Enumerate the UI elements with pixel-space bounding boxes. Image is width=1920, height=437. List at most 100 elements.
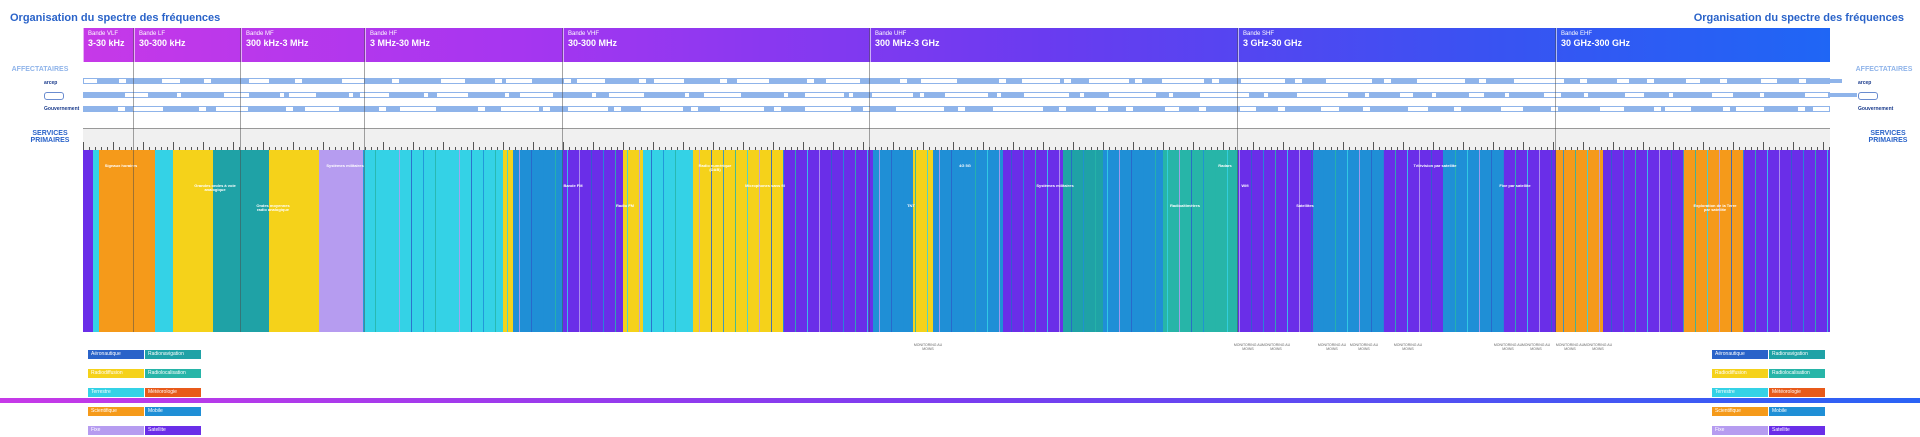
band-divider xyxy=(1555,28,1556,332)
allocation-fill xyxy=(1204,79,1212,83)
legend-item: Radionavigation xyxy=(145,350,201,359)
legend-item: Radiodiffusion xyxy=(1712,369,1768,378)
spectrum-stripe xyxy=(819,150,820,332)
spectrum-stripe xyxy=(507,150,508,332)
ruler-tick xyxy=(143,142,144,151)
ruler-tick xyxy=(1265,147,1266,151)
ruler-tick xyxy=(1823,142,1824,151)
legend-item: Satellite xyxy=(1769,426,1825,435)
ruler-tick xyxy=(671,147,672,151)
ruler-tick xyxy=(1151,147,1152,151)
frequency-ruler xyxy=(83,128,1830,151)
ruler-tick xyxy=(503,142,504,151)
allocation-fill xyxy=(957,79,999,83)
spectrum-stripe xyxy=(375,150,376,332)
ruler-tick xyxy=(155,147,156,151)
monitoring-mark: MONITORING AU MOINS xyxy=(1393,343,1423,351)
legend-item: Scientifique xyxy=(1712,407,1768,416)
ruler-tick xyxy=(389,147,390,151)
spectrum-stripe xyxy=(855,150,856,332)
band-range: 30 GHz-300 GHz xyxy=(1561,38,1631,48)
ruler-tick xyxy=(1067,147,1068,151)
ruler-tick xyxy=(1553,142,1554,151)
allocation-fill xyxy=(853,93,872,97)
allocation-fill xyxy=(644,93,685,97)
ruler-tick xyxy=(233,142,234,151)
allocation-fill xyxy=(1629,79,1647,83)
allocation-fill xyxy=(988,93,997,97)
spectrum-stripe xyxy=(1599,150,1600,332)
allocation-row-arcep xyxy=(83,78,1842,84)
allocation-fill xyxy=(316,93,349,97)
allocation-fill xyxy=(844,93,849,97)
allocation-fill xyxy=(532,79,564,83)
spectrum-stripe xyxy=(1263,150,1264,332)
spectrum-stripe xyxy=(1731,150,1732,332)
allocation-fill xyxy=(1043,107,1059,111)
ruler-tick xyxy=(1415,147,1416,151)
ruler-tick xyxy=(1049,147,1050,151)
spectrum-stripe xyxy=(939,150,940,332)
ruler-tick xyxy=(791,147,792,151)
allocation-fill xyxy=(1339,107,1363,111)
spectrum-stripe xyxy=(651,150,652,332)
monitoring-mark: MONITORING AU MOINS xyxy=(1349,343,1379,351)
spectrum-stripe xyxy=(1395,150,1396,332)
ruler-tick xyxy=(1205,147,1206,151)
ruler-tick xyxy=(539,147,540,151)
ruler-tick xyxy=(1625,147,1626,151)
spectrum-stripe xyxy=(1131,150,1132,332)
spectrum-stripe xyxy=(1287,150,1288,332)
ruler-tick xyxy=(947,147,948,151)
ruler-tick xyxy=(533,142,534,151)
allocation-fill xyxy=(1523,107,1551,111)
ruler-tick xyxy=(1313,142,1314,151)
spectrum-stripe xyxy=(459,150,460,332)
ruler-tick xyxy=(605,147,606,151)
ruler-tick xyxy=(581,147,582,151)
spectrum-stripe xyxy=(1143,150,1144,332)
ruler-tick xyxy=(851,147,852,151)
ruler-tick xyxy=(1463,142,1464,151)
spectrum-stripe xyxy=(1275,150,1276,332)
legend-item: Météorologie xyxy=(145,388,201,397)
spectrum-stripe xyxy=(603,150,604,332)
legend-item: Fixe xyxy=(1712,426,1768,435)
spectrum-stripe xyxy=(1407,150,1408,332)
spectrum-stripe xyxy=(1047,150,1048,332)
allocation-fill xyxy=(870,107,896,111)
ruler-tick xyxy=(1259,147,1260,151)
allocation-fill xyxy=(126,79,162,83)
service-label: Microphones sans fil xyxy=(745,183,785,188)
ruler-tick xyxy=(251,147,252,151)
ruler-tick xyxy=(965,147,966,151)
ruler-tick xyxy=(1583,142,1584,151)
allocation-fill xyxy=(539,107,543,111)
spectrum-segment xyxy=(213,150,269,332)
ruler-tick xyxy=(1139,147,1140,151)
ruler-tick xyxy=(1793,142,1794,151)
ruler-tick xyxy=(479,147,480,151)
ruler-tick xyxy=(1661,147,1662,151)
ruler-tick xyxy=(611,147,612,151)
band-vlf: Bande VLF 3-30 kHz xyxy=(83,28,134,62)
ruler-tick xyxy=(1595,147,1596,151)
ruler-tick xyxy=(257,147,258,151)
ruler-tick xyxy=(773,142,774,151)
ruler-tick xyxy=(413,142,414,151)
spectrum-segment xyxy=(269,150,319,332)
spectrum-stripe xyxy=(1203,150,1204,332)
spectrum-stripe xyxy=(1035,150,1036,332)
spectrum-chart: Signaux horaires Grandes ondes à voie ana… xyxy=(83,150,1830,332)
ruler-tick xyxy=(1331,147,1332,151)
ruler-tick xyxy=(1643,142,1644,151)
ruler-tick xyxy=(1727,147,1728,151)
allocation-fill xyxy=(1372,79,1384,83)
spectrum-stripe xyxy=(1719,150,1720,332)
allocation-fill xyxy=(1302,79,1326,83)
ruler-tick xyxy=(1709,147,1710,151)
ruler-tick xyxy=(263,142,264,151)
ruler-tick xyxy=(1385,147,1386,151)
allocation-fill xyxy=(181,93,224,97)
legend-item: Aéronautique xyxy=(88,350,144,359)
